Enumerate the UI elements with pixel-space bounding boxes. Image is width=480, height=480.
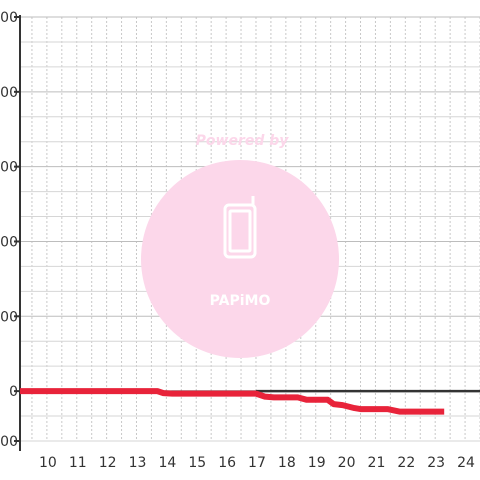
x-tick-label: 10: [39, 455, 57, 471]
y-tick-label: 60,000: [0, 234, 18, 250]
y-tick-label: -20,000: [0, 434, 18, 450]
x-tick-labels: 10 11 12 13 14 15 16 17 18 19 20 21 22 23 24: [39, 455, 475, 471]
watermark: Powered by PAPiMO: [141, 133, 339, 358]
watermark-brand: PAPiMO: [210, 293, 271, 309]
series-line: [20, 388, 445, 415]
x-tick-label: 18: [278, 455, 296, 471]
x-tick-label: 17: [248, 455, 266, 471]
x-tick-label: 21: [368, 455, 386, 471]
watermark-caption: Powered by: [196, 133, 290, 149]
y-tick-label: 0: [9, 384, 18, 400]
phone-icon: [223, 196, 257, 259]
y-tick-label: 90,000: [0, 160, 18, 176]
watermark-circle: [141, 160, 339, 358]
x-tick-label: 20: [338, 455, 356, 471]
x-tick-label: 14: [158, 455, 176, 471]
x-tick-label: 23: [427, 455, 445, 471]
x-tick-label: 15: [188, 455, 206, 471]
y-tick-label: 120,000: [0, 85, 18, 101]
x-tick-label: 13: [129, 455, 147, 471]
series-group: [20, 388, 445, 415]
x-tick-label: 22: [397, 455, 415, 471]
y-tick-labels: -20,000 0 30,000 60,000 90,000 120,000 150,000: [0, 10, 18, 450]
y-tick-label: 150,000: [0, 10, 18, 26]
x-tick-label: 16: [218, 455, 236, 471]
x-tick-label: 12: [99, 455, 117, 471]
x-tick-label: 19: [308, 455, 326, 471]
x-tick-label: 11: [69, 455, 87, 471]
y-tick-label: 30,000: [0, 309, 18, 325]
x-tick-label: 24: [457, 455, 475, 471]
